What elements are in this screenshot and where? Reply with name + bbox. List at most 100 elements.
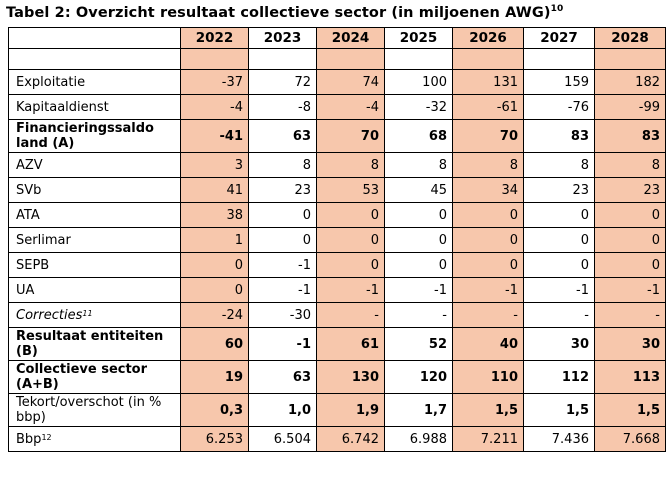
value-cell: - [523, 302, 595, 328]
value-cell: -76 [523, 94, 595, 120]
value-cell: 0 [316, 252, 385, 278]
value-cell: 0 [316, 227, 385, 253]
row-label: Serlimar [8, 227, 181, 253]
header-year-2028: 2028 [594, 27, 666, 49]
value-cell: 110 [452, 360, 524, 394]
value-cell: 0 [452, 202, 524, 228]
value-cell: -41 [180, 119, 249, 153]
table-row: AZV 3 8 8 8 8 8 8 [8, 152, 666, 178]
value-cell: 0 [180, 277, 249, 303]
value-cell: - [452, 302, 524, 328]
value-cell: 1,5 [523, 393, 595, 427]
table-row: Financieringssaldo land (A) -41 63 70 68 70 83… [8, 119, 666, 153]
value-cell: 34 [452, 177, 524, 203]
value-cell: 1,0 [248, 393, 317, 427]
value-cell: 40 [452, 327, 524, 361]
row-label-text: UA [16, 282, 35, 298]
value-cell: 100 [384, 69, 453, 95]
spacer-cell [594, 48, 666, 70]
value-cell: 182 [594, 69, 666, 95]
value-cell: -1 [523, 277, 595, 303]
value-cell: 52 [384, 327, 453, 361]
value-cell: 8 [316, 152, 385, 178]
table-row: ATA 38 0 0 0 0 0 0 [8, 202, 666, 228]
value-cell: 3 [180, 152, 249, 178]
value-cell: - [316, 302, 385, 328]
table-row: UA 0 -1 -1 -1 -1 -1 -1 [8, 277, 666, 303]
value-cell: 131 [452, 69, 524, 95]
value-cell: 70 [452, 119, 524, 153]
row-label-text: Resultaat entiteiten (B) [16, 329, 164, 359]
row-label: ATA [8, 202, 181, 228]
row-label: SEPB [8, 252, 181, 278]
value-cell: 0 [594, 252, 666, 278]
row-label-text: AZV [16, 157, 43, 173]
row-label: SVb [8, 177, 181, 203]
row-label: Financieringssaldo land (A) [8, 119, 181, 153]
value-cell: -4 [180, 94, 249, 120]
value-cell: 83 [594, 119, 666, 153]
value-cell: 38 [180, 202, 249, 228]
value-cell: 120 [384, 360, 453, 394]
value-cell: 0 [523, 252, 595, 278]
value-cell: -1 [316, 277, 385, 303]
value-cell: 30 [523, 327, 595, 361]
value-cell: 1,5 [452, 393, 524, 427]
spacer-cell [248, 48, 317, 70]
value-cell: 8 [384, 152, 453, 178]
value-cell: 1,5 [594, 393, 666, 427]
value-cell: 7.668 [594, 426, 666, 452]
value-cell: -99 [594, 94, 666, 120]
value-cell: 70 [316, 119, 385, 153]
value-cell: 0 [594, 202, 666, 228]
table-row: Bbp12 6.253 6.504 6.742 6.988 7.211 7.436 7.668 [8, 426, 666, 452]
value-cell: 1,7 [384, 393, 453, 427]
header-year-2025: 2025 [384, 27, 453, 49]
result-table: 2022 2023 2024 2025 2026 2027 2028 Exploitatie… [8, 27, 666, 452]
header-blank [8, 27, 181, 49]
value-cell: 68 [384, 119, 453, 153]
value-cell: 41 [180, 177, 249, 203]
spacer-cell [384, 48, 453, 70]
value-cell: 8 [523, 152, 595, 178]
value-cell: 8 [248, 152, 317, 178]
value-cell: 0 [316, 202, 385, 228]
value-cell: -1 [384, 277, 453, 303]
spacer-row [8, 48, 666, 70]
header-year-2026: 2026 [452, 27, 524, 49]
row-label: Exploitatie [8, 69, 181, 95]
value-cell: 0 [180, 252, 249, 278]
value-cell: 113 [594, 360, 666, 394]
value-cell: 30 [594, 327, 666, 361]
row-label: Bbp12 [8, 426, 181, 452]
row-label: Tekort/overschot (in % bbp) [8, 393, 181, 427]
spacer-cell [452, 48, 524, 70]
footnote-marker: 11 [82, 308, 93, 318]
value-cell: 63 [248, 119, 317, 153]
value-cell: 0 [452, 252, 524, 278]
table-row: Kapitaaldienst -4 -8 -4 -32 -61 -76 -99 [8, 94, 666, 120]
value-cell: 19 [180, 360, 249, 394]
row-label: AZV [8, 152, 181, 178]
value-cell: 0 [452, 227, 524, 253]
row-label-text: Kapitaaldienst [16, 99, 109, 115]
value-cell: 53 [316, 177, 385, 203]
row-label-text: Bbp [16, 431, 42, 447]
header-year-2024: 2024 [316, 27, 385, 49]
value-cell: -4 [316, 94, 385, 120]
table-row: SVb 41 23 53 45 34 23 23 [8, 177, 666, 203]
value-cell: 8 [452, 152, 524, 178]
row-label-text: SVb [16, 182, 42, 198]
row-label: Collectieve sector (A+B) [8, 360, 181, 394]
value-cell: 7.211 [452, 426, 524, 452]
table-row: Exploitatie -37 72 74 100 131 159 182 [8, 69, 666, 95]
value-cell: 0 [523, 202, 595, 228]
value-cell: -24 [180, 302, 249, 328]
value-cell: 6.253 [180, 426, 249, 452]
spacer-cell [180, 48, 249, 70]
value-cell: 159 [523, 69, 595, 95]
value-cell: 0,3 [180, 393, 249, 427]
value-cell: 72 [248, 69, 317, 95]
row-label: UA [8, 277, 181, 303]
value-cell: -32 [384, 94, 453, 120]
